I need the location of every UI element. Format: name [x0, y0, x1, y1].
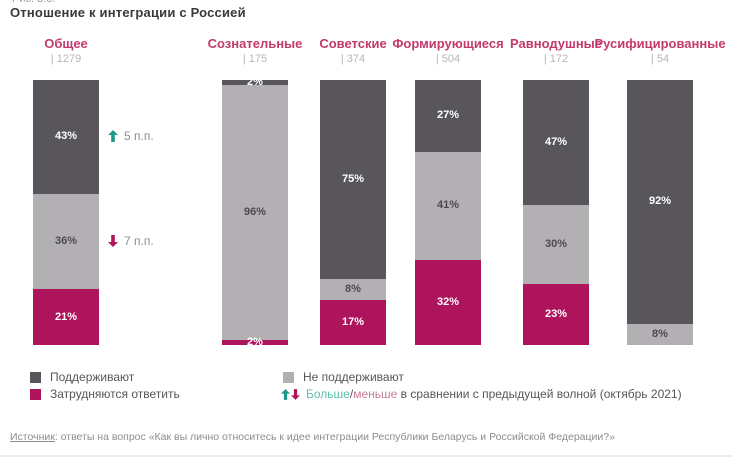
comparison-rest-label: в сравнении с предыдущей волной (октябрь… — [397, 387, 682, 401]
segment-value-label: 23% — [544, 308, 568, 321]
legend-swatch-support-icon — [30, 371, 41, 383]
category-sample-size: | 172 — [543, 53, 569, 65]
legend-item-comparison: Больше/меньше в сравнении с предыдущей в… — [281, 387, 682, 401]
bar-segment-support: 43% — [33, 80, 99, 194]
arrow-down-icon — [108, 235, 118, 247]
segment-value-label: 43% — [54, 130, 78, 143]
arrow-down-icon — [291, 388, 300, 400]
legend-item-oppose: Не поддерживают — [283, 370, 404, 384]
category-sample-size: | 175 — [242, 53, 268, 65]
change-annotation-text: 5 п.п. — [124, 129, 154, 143]
bottom-divider — [0, 455, 732, 457]
segment-value-label: 41% — [436, 199, 460, 212]
change-annotation-down: 7 п.п. — [108, 234, 154, 248]
bar-segment-oppose: 96% — [222, 85, 288, 340]
legend-swatch-undecided-icon — [30, 388, 41, 400]
legend-swatch-oppose-icon — [283, 371, 294, 383]
segment-value-label: 75% — [341, 172, 365, 185]
stacked-bar: 27% 41% 32% — [415, 80, 481, 345]
bar-segment-oppose: 30% — [523, 204, 589, 285]
figure-caption: Рис. 3.3. — [12, 0, 55, 5]
segment-value-label: 8% — [652, 327, 668, 340]
legend-label-support: Поддерживают — [50, 370, 135, 384]
category-label: Общее — [44, 36, 88, 51]
category-column: Формирующиеся | 504 27% 41% 32% — [392, 36, 504, 345]
source-note: Источник: ответы на вопрос «Как вы лично… — [10, 431, 615, 443]
change-annotation-text: 7 п.п. — [124, 234, 154, 248]
comparison-arrows — [281, 388, 300, 400]
category-column: Русифицированные | 54 92% 8% — [594, 36, 726, 345]
stacked-bar: 47% 30% 23% — [523, 80, 589, 345]
category-label: Формирующиеся — [392, 36, 504, 51]
category-label: Равнодушные — [510, 36, 603, 51]
bar-segment-support: 27% — [415, 80, 481, 152]
bar-segment-support: 2% — [222, 76, 288, 89]
segment-value-label: 92% — [648, 195, 672, 208]
source-text: : ответы на вопрос «Как вы лично относит… — [54, 431, 615, 443]
category-sample-size: | 1279 — [50, 53, 82, 65]
segment-value-label: 27% — [436, 109, 460, 122]
category-column: Равнодушные | 172 47% 30% 23% — [510, 36, 603, 345]
legend-label-undecided: Затрудняются ответить — [50, 387, 180, 401]
chart-title: Отношение к интеграции с Россией — [10, 5, 246, 20]
comparison-text: Больше/меньше в сравнении с предыдущей в… — [306, 387, 682, 401]
bar-segment-undecided: 21% — [33, 289, 99, 345]
segment-value-label: 30% — [544, 237, 568, 250]
bar-segment-support: 47% — [523, 80, 589, 205]
legend-item-undecided: Затрудняются ответить — [30, 387, 180, 401]
category-label: Русифицированные — [594, 36, 726, 51]
legend-label-oppose: Не поддерживают — [303, 370, 404, 384]
bar-segment-oppose: 36% — [33, 193, 99, 290]
bar-segment-support: 75% — [320, 80, 386, 279]
category-sample-size: | 374 — [340, 53, 366, 65]
segment-value-label: 21% — [54, 310, 78, 323]
category-label: Советские — [319, 36, 387, 51]
comparison-less-label: меньше — [353, 387, 398, 401]
category-sample-size: | 504 — [435, 53, 461, 65]
stacked-bar: 92% 8% — [627, 80, 693, 345]
stacked-bar: 43% 36% 21% — [33, 80, 99, 345]
segment-value-label: 36% — [54, 235, 78, 248]
bar-segment-oppose: 8% — [627, 323, 693, 345]
segment-value-label: 8% — [345, 282, 361, 295]
stacked-bar: 75% 8% 17% — [320, 80, 386, 345]
bar-segment-oppose: 8% — [320, 278, 386, 300]
bar-segment-undecided: 17% — [320, 299, 386, 345]
bar-segment-undecided: 32% — [415, 260, 481, 345]
change-annotation-up: 5 п.п. — [108, 129, 154, 143]
segment-value-label: 2% — [247, 76, 263, 89]
segment-value-label: 2% — [247, 335, 263, 348]
category-label: Сознательные — [207, 36, 303, 51]
category-column: Советские | 374 75% 8% 17% — [319, 36, 387, 345]
arrow-up-icon — [281, 388, 290, 400]
bar-segment-undecided: 23% — [523, 284, 589, 345]
source-label: Источник — [10, 431, 55, 443]
bar-segment-support: 92% — [627, 80, 693, 324]
bar-segment-oppose: 41% — [415, 151, 481, 261]
comparison-more-label: Больше — [306, 387, 350, 401]
category-column: Общее | 1279 43% 36% 21% — [33, 36, 99, 345]
segment-value-label: 32% — [436, 296, 460, 309]
legend-item-support: Поддерживают — [30, 370, 134, 384]
segment-value-label: 17% — [341, 315, 365, 328]
category-sample-size: | 54 — [650, 53, 670, 65]
comparison-slash: / — [349, 387, 354, 401]
stacked-bar: 2% 96% 2% — [222, 76, 288, 348]
segment-value-label: 47% — [544, 135, 568, 148]
category-column: Сознательные | 175 2% 96% 2% — [207, 36, 303, 348]
segment-value-label: 96% — [243, 205, 267, 218]
arrow-up-icon — [108, 130, 118, 142]
bar-segment-undecided: 2% — [222, 335, 288, 348]
